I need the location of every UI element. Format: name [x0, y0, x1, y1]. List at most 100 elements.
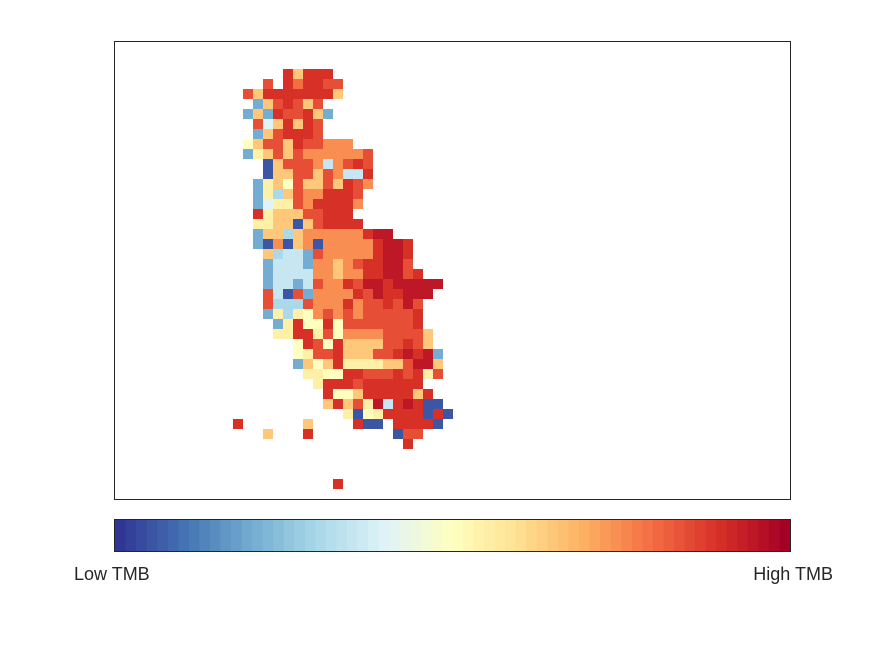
heatmap-tile [283, 299, 293, 309]
heatmap-tile [313, 169, 323, 179]
heatmap-tile [343, 259, 353, 269]
heatmap-tile [413, 319, 423, 329]
heatmap-tile [313, 199, 323, 209]
heatmap-tile [333, 349, 343, 359]
colorbar-segment [347, 520, 359, 551]
heatmap-tile [403, 329, 413, 339]
heatmap-tile [253, 189, 263, 199]
heatmap-tile [303, 119, 313, 129]
heatmap-tile [243, 139, 253, 149]
heatmap-tile [273, 299, 283, 309]
heatmap-tile [263, 259, 273, 269]
heatmap-svg [233, 69, 453, 489]
heatmap-tile [343, 289, 353, 299]
heatmap-tile [273, 249, 283, 259]
colorbar-segment [231, 520, 243, 551]
heatmap-tile [263, 89, 273, 99]
colorbar-segment [420, 520, 433, 551]
heatmap-tile [383, 259, 393, 269]
heatmap-tile [403, 399, 413, 409]
heatmap-tile [323, 379, 333, 389]
heatmap-tile [303, 369, 313, 379]
heatmap-tile [303, 419, 313, 429]
heatmap-tile [413, 279, 423, 289]
heatmap-tile [343, 379, 353, 389]
heatmap-tile [253, 139, 263, 149]
heatmap-tile [263, 189, 273, 199]
heatmap-tile [263, 139, 273, 149]
heatmap-tile [273, 259, 283, 269]
heatmap-tile [293, 149, 303, 159]
heatmap-tile [273, 89, 283, 99]
heatmap-tile [363, 319, 373, 329]
heatmap-tile [293, 359, 303, 369]
heatmap-tile [393, 319, 403, 329]
heatmap-tile [403, 339, 413, 349]
heatmap-tile [413, 409, 423, 419]
heatmap-tile [353, 239, 363, 249]
heatmap-tile [323, 329, 333, 339]
heatmap-tile [383, 329, 393, 339]
heatmap-tile [313, 339, 323, 349]
heatmap-tile [413, 379, 423, 389]
heatmap-tile [343, 219, 353, 229]
heatmap-tile [363, 369, 373, 379]
heatmap-tile [283, 69, 293, 79]
heatmap-tile [333, 189, 343, 199]
heatmap-tile [393, 339, 403, 349]
heatmap-tile [273, 269, 283, 279]
heatmap-tile [263, 109, 273, 119]
heatmap-tile [333, 209, 343, 219]
heatmap-tile [343, 409, 353, 419]
heatmap-tile [363, 259, 373, 269]
heatmap-tile [343, 299, 353, 309]
heatmap-tile [343, 279, 353, 289]
heatmap-tile [303, 429, 313, 439]
colorbar-segment [600, 520, 612, 551]
colorbar-segment [325, 520, 338, 551]
colorbar-segment [494, 520, 506, 551]
heatmap-tile [413, 419, 423, 429]
heatmap-tile [403, 369, 413, 379]
heatmap-tile [393, 369, 403, 379]
heatmap-tile [353, 409, 363, 419]
heatmap-tile [303, 89, 313, 99]
heatmap-tile [313, 139, 323, 149]
colorbar-segment [568, 520, 580, 551]
heatmap-tile [263, 249, 273, 259]
heatmap-tile [313, 89, 323, 99]
heatmap-tile [303, 139, 313, 149]
heatmap-tile [383, 409, 393, 419]
colorbar-segment [410, 520, 422, 551]
heatmap-tile [323, 399, 333, 409]
heatmap-tile [293, 99, 303, 109]
heatmap-tile [283, 169, 293, 179]
heatmap-tile [363, 289, 373, 299]
heatmap-tile [423, 339, 433, 349]
heatmap-tile [273, 189, 283, 199]
heatmap-tile [263, 79, 273, 89]
heatmap-tile [413, 269, 423, 279]
heatmap-tile [353, 319, 363, 329]
heatmap-tile [303, 359, 313, 369]
heatmap-tile [303, 229, 313, 239]
heatmap-tile [263, 99, 273, 109]
heatmap-tile [373, 289, 383, 299]
colorbar-segment [642, 520, 654, 551]
heatmap-tile [393, 429, 403, 439]
heatmap-tile [293, 239, 303, 249]
heatmap-tile [243, 89, 253, 99]
heatmap-tile [343, 139, 353, 149]
heatmap-tile [323, 229, 333, 239]
heatmap-tile [303, 69, 313, 79]
colorbar-segment [695, 520, 707, 551]
heatmap-tile [333, 139, 343, 149]
heatmap-tile [393, 399, 403, 409]
heatmap-tile [393, 269, 403, 279]
heatmap-tile [403, 289, 413, 299]
heatmap-tile [363, 169, 373, 179]
heatmap-tile [323, 269, 333, 279]
heatmap-tile [323, 319, 333, 329]
heatmap-tile [323, 219, 333, 229]
heatmap-tile [283, 179, 293, 189]
